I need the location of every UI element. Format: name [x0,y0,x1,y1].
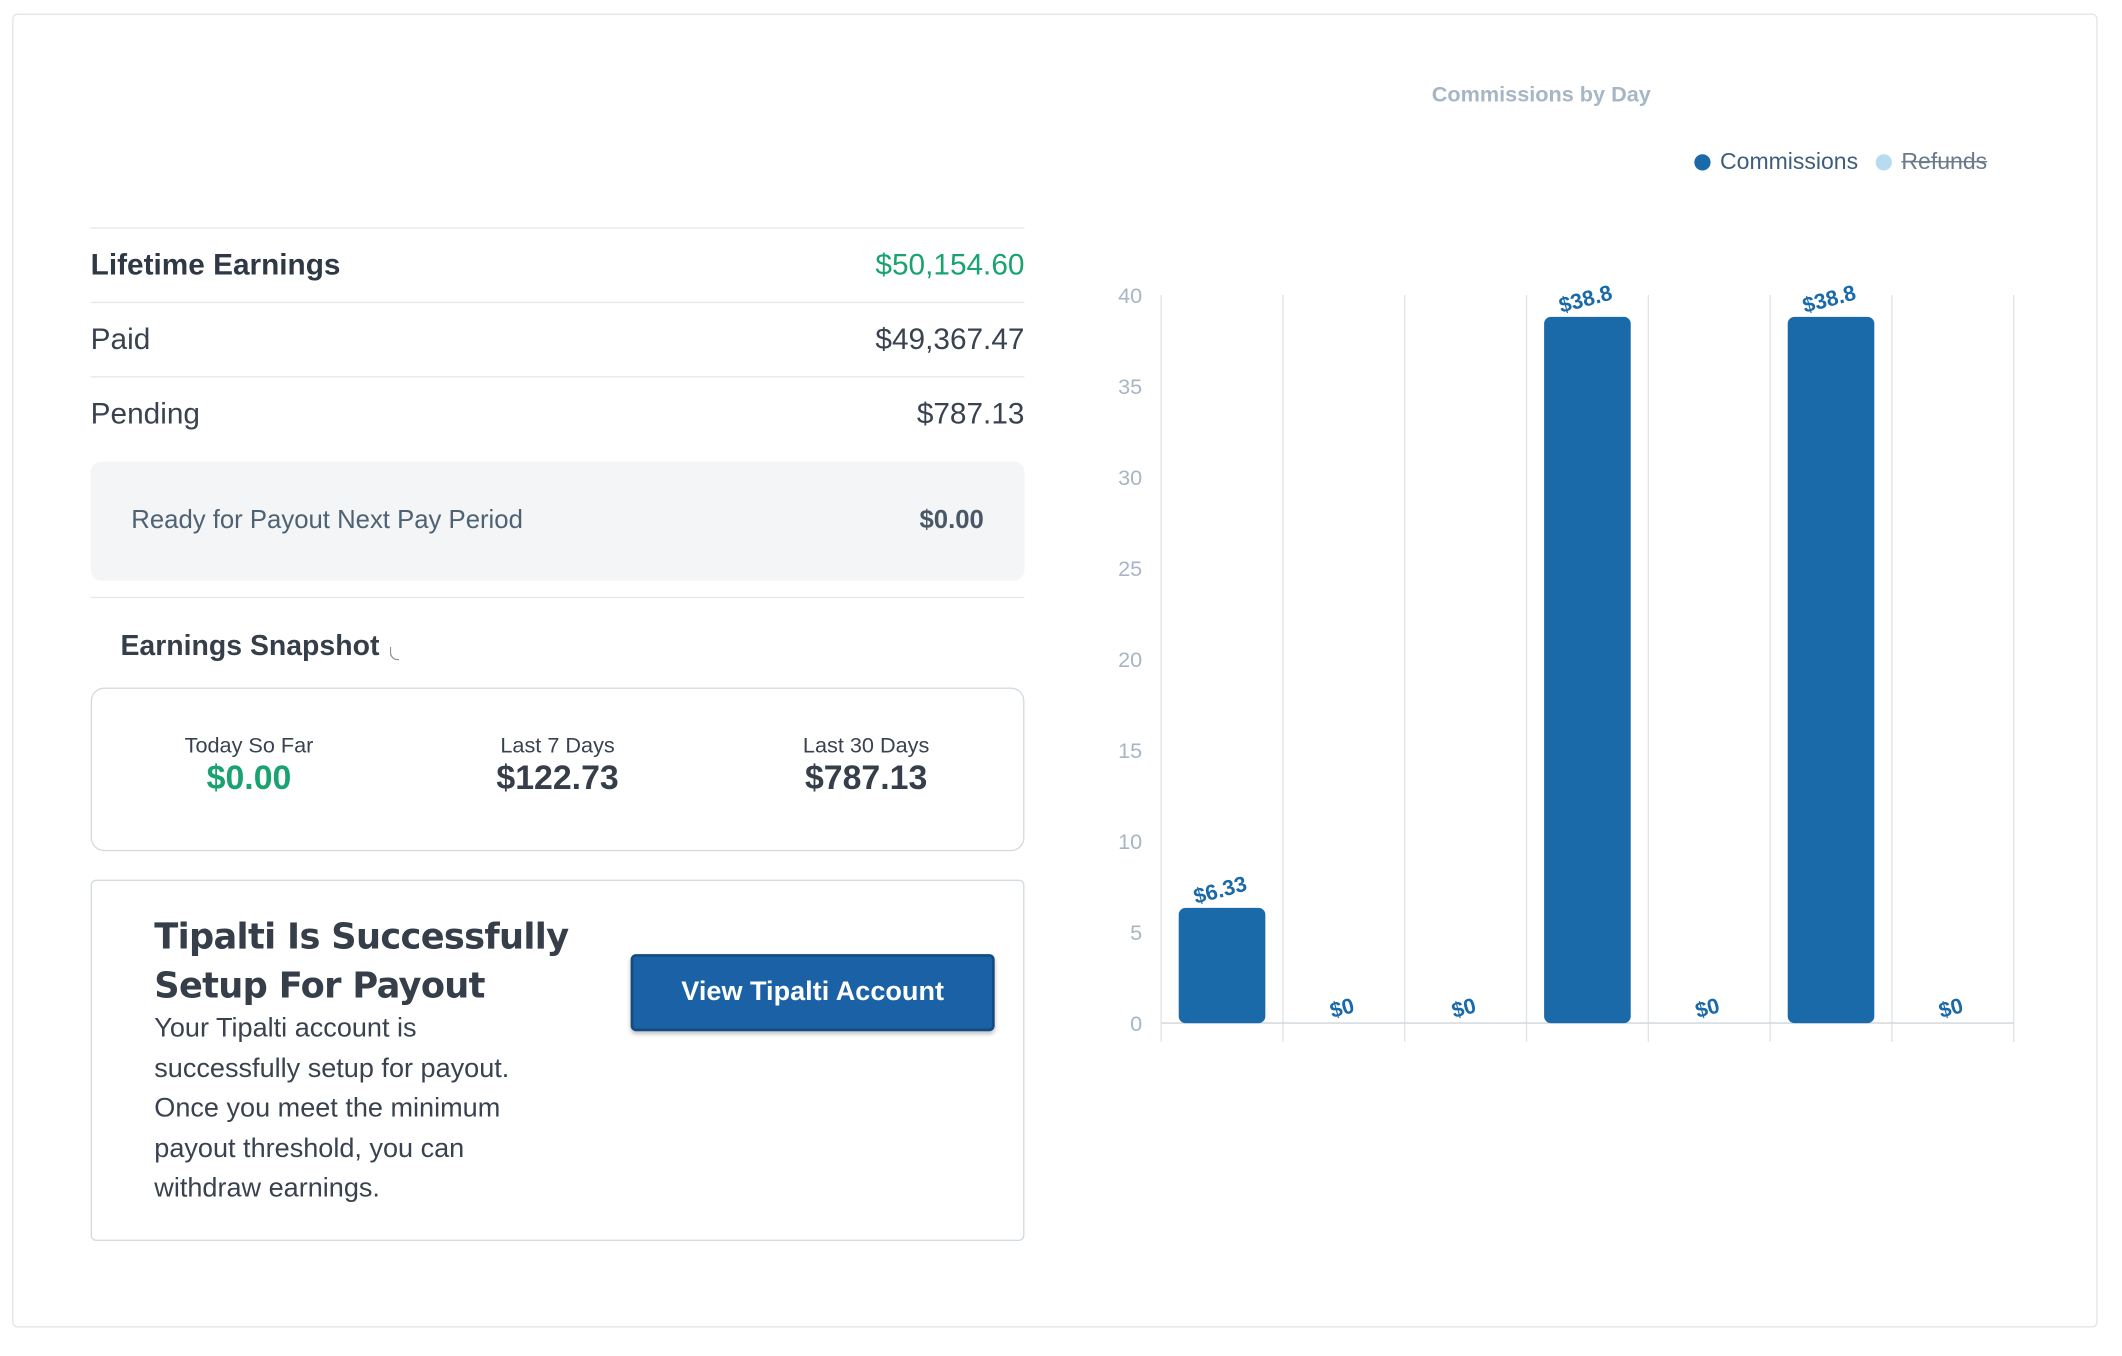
snapshot-last-30-days: Last 30 Days $787.13 [717,735,1015,799]
snapshot-today: Today So Far $0.00 [100,735,398,799]
ready-for-payout-box: Ready for Payout Next Pay Period $0.00 [90,461,1025,581]
chart-legend: Commissions Refunds [1694,149,2004,176]
tipalti-status-box: Tipalti Is Successfully Setup For Payout… [90,879,1025,1241]
y-tick-label: 20 [1118,647,1142,672]
snapshot-week-label: Last 7 Days [500,734,615,758]
bar [1178,907,1266,1024]
legend-label-commissions: Commissions [1720,148,1859,175]
bar [1787,316,1875,1024]
y-tick-label: 0 [1130,1011,1142,1036]
earnings-snapshot-title: Earnings Snapshot [120,630,380,662]
data-label: $0 [1692,993,1722,1023]
data-label: $6.33 [1191,871,1250,909]
data-label: $38.8 [1800,280,1859,318]
legend-label-refunds: Refunds [1901,148,1988,175]
y-tick-label: 40 [1118,283,1142,308]
commissions-legend-dot-icon [1694,154,1711,171]
snapshot-month-value: $787.13 [804,759,928,798]
lifetime-earnings-value: $50,154.60 [875,247,1025,282]
y-tick-label: 30 [1118,465,1142,490]
earnings-snapshot-box: Today So Far $0.00 Last 7 Days $122.73 L… [90,687,1025,852]
data-label: $0 [1449,993,1479,1023]
paid-value: $49,367.47 [875,322,1025,356]
ready-for-payout-value: $0.00 [919,506,984,535]
loading-spinner-icon [390,646,400,661]
legend-item-commissions[interactable]: Commissions [1694,149,1858,176]
pending-value: $787.13 [916,396,1025,431]
ready-for-payout-label: Ready for Payout Next Pay Period [131,506,523,535]
view-tipalti-account-button[interactable]: View Tipalti Account [630,954,995,1032]
bar [1544,316,1631,1024]
snapshot-month-label: Last 30 Days [802,734,930,758]
paid-row: Paid $49,367.47 [90,301,1025,376]
pending-label: Pending [90,396,200,431]
lifetime-earnings-label: Lifetime Earnings [90,247,341,282]
y-tick-label: 15 [1118,738,1142,763]
tipalti-status-title: Tipalti Is Successfully Setup For Payout [154,917,569,1007]
data-label: $0 [1327,993,1357,1023]
snapshot-week-value: $122.73 [496,759,619,798]
chart-title: Commissions by Day [1431,83,1651,107]
paid-label: Paid [90,322,151,356]
commissions-bar-chart: 0 5 10 15 20 25 30 35 40 $6.33 $0 $0 $38.8 $0 $38.8 $0 [1118,280,2015,1043]
y-tick-label: 5 [1130,920,1142,945]
tipalti-status-text: Your Tipalti account is successfully set… [154,1013,510,1204]
earnings-card [12,13,2098,1328]
legend-item-refunds[interactable]: Refunds [1875,148,1988,176]
pending-row: Pending $787.13 [90,376,1025,450]
section-divider [90,596,1025,599]
snapshot-today-label: Today So Far [184,734,314,758]
y-tick-label: 25 [1118,556,1142,581]
y-tick-label: 35 [1118,374,1142,399]
snapshot-last-7-days: Last 7 Days $122.73 [409,735,707,799]
data-label: $0 [1936,993,1966,1023]
snapshot-today-value: $0.00 [206,759,292,798]
y-tick-label: 10 [1118,829,1142,854]
lifetime-earnings-row: Lifetime Earnings $50,154.60 [90,227,1025,301]
earnings-snapshot-heading: Earnings Snapshot [120,630,400,663]
refunds-legend-dot-icon [1875,154,1892,171]
data-label: $38.8 [1556,280,1615,318]
